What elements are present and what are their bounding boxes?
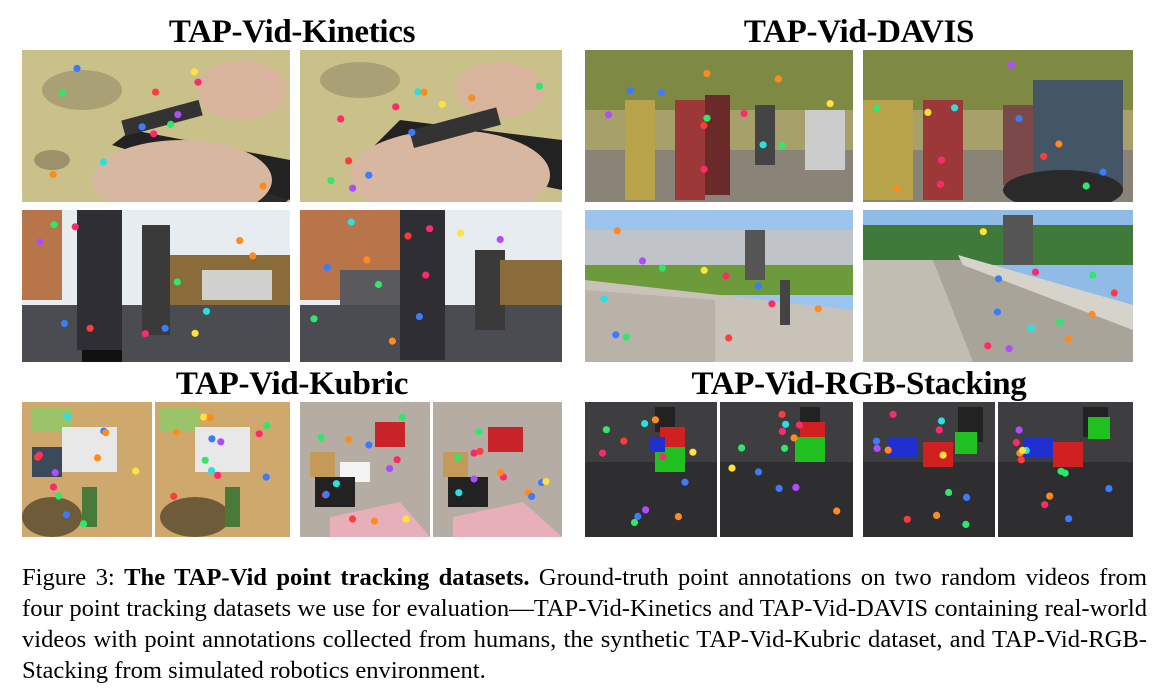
- caption-bold: The TAP-Vid point tracking datasets.: [124, 564, 530, 591]
- davis-title: TAP-Vid-DAVIS: [743, 14, 975, 50]
- rgb-stacking-title: TAP-Vid-RGB-Stacking: [691, 366, 1027, 402]
- kinetics-video1-frame2: [300, 50, 562, 202]
- rgb-video1-frame2: [720, 402, 853, 537]
- kubric-video1-frame2: [155, 402, 290, 537]
- rgb-video1-frame1: [585, 402, 717, 537]
- kubric-title: TAP-Vid-Kubric: [175, 366, 409, 402]
- davis-video1-frame2: [863, 50, 1133, 202]
- caption-label: Figure 3:: [22, 564, 115, 591]
- kinetics-video2-frame2: [300, 210, 562, 362]
- kinetics-video1-frame1: [22, 50, 290, 202]
- davis-video1-frame1: [585, 50, 853, 202]
- rgb-video2-frame1: [863, 402, 995, 537]
- figure-caption: Figure 3: The TAP-Vid point tracking dat…: [22, 562, 1147, 686]
- davis-video2-frame1: [585, 210, 853, 362]
- kubric-video2-frame1: [300, 402, 430, 537]
- rgb-video2-frame2: [998, 402, 1133, 537]
- caption-text: Ground-truth point annotations on two ra…: [22, 564, 1147, 684]
- kinetics-title: TAP-Vid-Kinetics: [168, 14, 416, 50]
- davis-video2-frame2: [863, 210, 1133, 362]
- kubric-video2-frame2: [433, 402, 562, 537]
- kubric-video1-frame1: [22, 402, 152, 537]
- kinetics-video2-frame1: [22, 210, 290, 362]
